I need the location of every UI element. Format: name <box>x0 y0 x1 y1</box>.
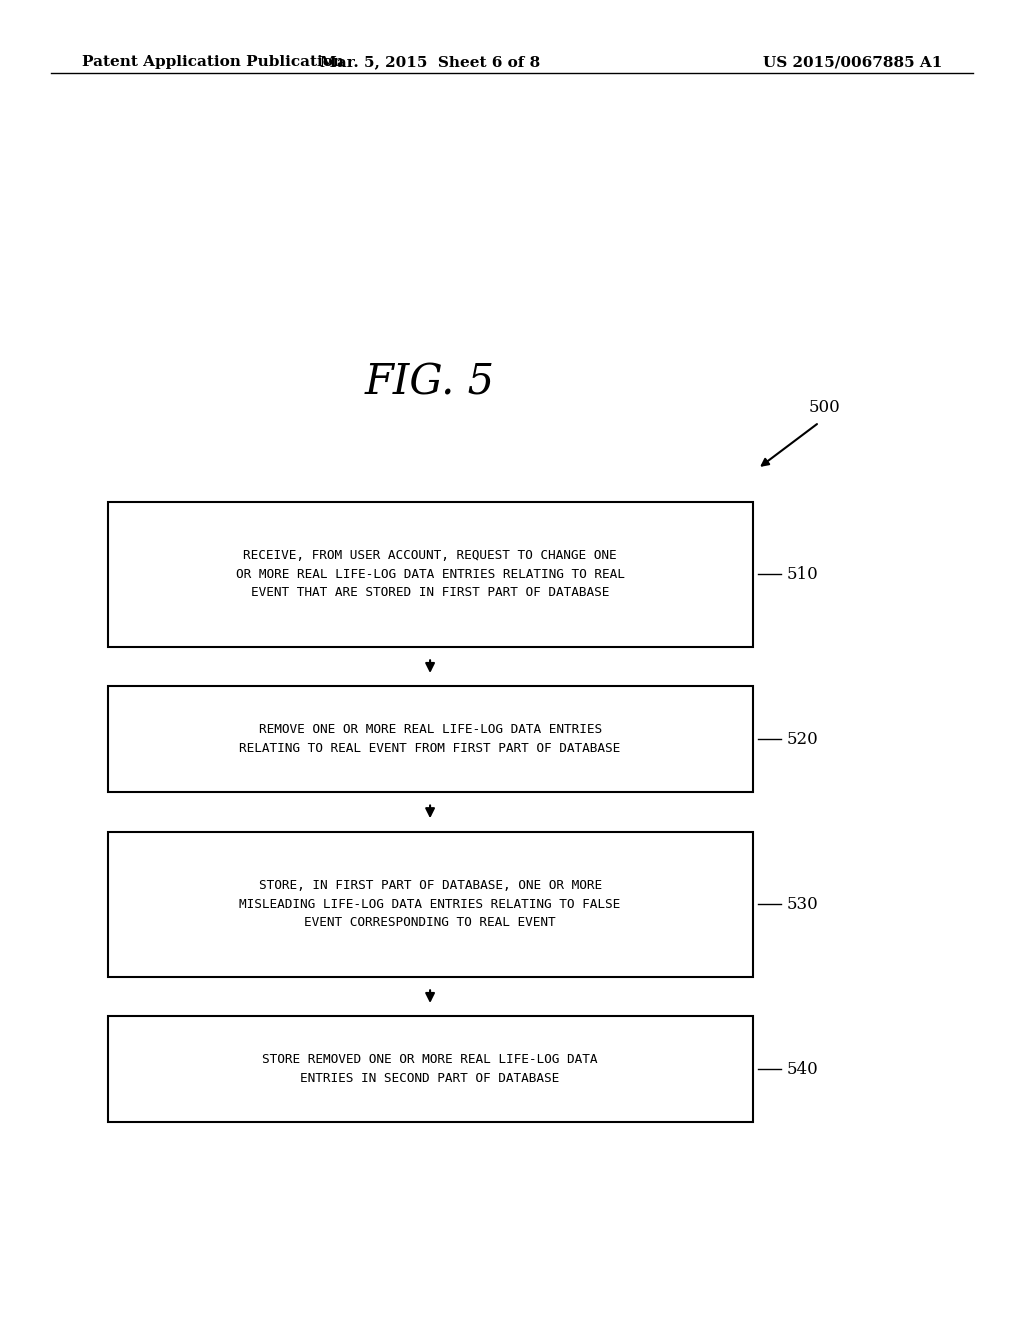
Text: STORE, IN FIRST PART OF DATABASE, ONE OR MORE
MISLEADING LIFE-LOG DATA ENTRIES R: STORE, IN FIRST PART OF DATABASE, ONE OR… <box>240 879 621 929</box>
Text: 530: 530 <box>786 896 818 912</box>
Bar <box>108 686 753 792</box>
Text: 510: 510 <box>786 566 818 582</box>
Text: 500: 500 <box>809 399 841 416</box>
Text: US 2015/0067885 A1: US 2015/0067885 A1 <box>763 55 942 70</box>
Text: STORE REMOVED ONE OR MORE REAL LIFE-LOG DATA
ENTRIES IN SECOND PART OF DATABASE: STORE REMOVED ONE OR MORE REAL LIFE-LOG … <box>262 1053 598 1085</box>
Bar <box>108 832 753 977</box>
Text: 540: 540 <box>786 1061 818 1077</box>
Text: Patent Application Publication: Patent Application Publication <box>82 55 344 70</box>
Text: FIG. 5: FIG. 5 <box>365 362 496 404</box>
Text: REMOVE ONE OR MORE REAL LIFE-LOG DATA ENTRIES
RELATING TO REAL EVENT FROM FIRST : REMOVE ONE OR MORE REAL LIFE-LOG DATA EN… <box>240 723 621 755</box>
Text: 520: 520 <box>786 731 818 747</box>
Text: RECEIVE, FROM USER ACCOUNT, REQUEST TO CHANGE ONE
OR MORE REAL LIFE-LOG DATA ENT: RECEIVE, FROM USER ACCOUNT, REQUEST TO C… <box>236 549 625 599</box>
Bar <box>108 502 753 647</box>
Bar <box>108 1016 753 1122</box>
Text: Mar. 5, 2015  Sheet 6 of 8: Mar. 5, 2015 Sheet 6 of 8 <box>319 55 541 70</box>
